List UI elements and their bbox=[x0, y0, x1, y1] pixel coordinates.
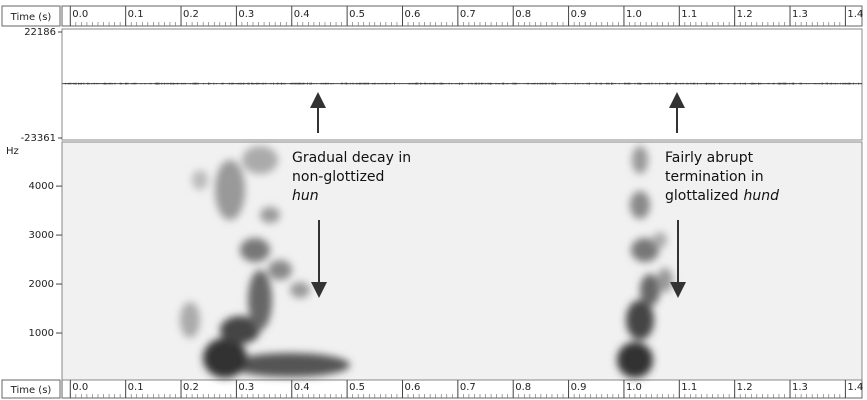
x-tick-label: 0.5 bbox=[349, 382, 365, 393]
spectral-energy bbox=[632, 146, 648, 174]
spectral-energy bbox=[268, 260, 292, 280]
x-tick-label: 0.6 bbox=[404, 382, 420, 393]
x-tick-label: 0.2 bbox=[183, 382, 199, 393]
x-tick-label: 1.3 bbox=[792, 382, 808, 393]
x-tick-label: 1.2 bbox=[737, 9, 753, 20]
spectral-energy bbox=[242, 146, 278, 174]
y-tick-label: 1000 bbox=[29, 328, 54, 339]
x-tick-label: 0.5 bbox=[349, 9, 365, 20]
annotation-line: termination in bbox=[665, 169, 764, 185]
x-tick-label: 0.3 bbox=[238, 9, 254, 20]
spectral-energy bbox=[260, 207, 280, 223]
x-tick-label: 1.2 bbox=[737, 382, 753, 393]
x-tick-label: 1.1 bbox=[681, 382, 697, 393]
spectral-energy bbox=[215, 160, 245, 220]
x-tick-label: 0.1 bbox=[128, 9, 144, 20]
x-tick-label: 0.0 bbox=[72, 9, 88, 20]
spectral-energy bbox=[180, 302, 200, 338]
top-ruler-label: Time (s) bbox=[10, 12, 52, 23]
spectrogram-image bbox=[180, 146, 673, 378]
y-tick-label: 2000 bbox=[29, 279, 54, 290]
spectral-energy bbox=[192, 170, 208, 190]
spectral-energy bbox=[631, 238, 659, 262]
x-tick-label: 0.7 bbox=[460, 9, 476, 20]
spectral-energy bbox=[630, 191, 650, 219]
annotation-emphasis: hun bbox=[292, 188, 319, 204]
waveform bbox=[62, 82, 862, 85]
y-tick-label: 4000 bbox=[29, 181, 54, 192]
spectral-energy bbox=[640, 274, 660, 306]
x-tick-label: 1.3 bbox=[792, 9, 808, 20]
annotation-emphasis: hund bbox=[744, 188, 780, 204]
ruler-label-box bbox=[1, 379, 61, 399]
x-tick-label: 0.3 bbox=[238, 382, 254, 393]
spectral-energy bbox=[290, 282, 310, 298]
x-tick-label: 0.8 bbox=[515, 382, 531, 393]
annotation-line: Fairly abrupt bbox=[665, 150, 754, 166]
x-tick-label: 0.7 bbox=[460, 382, 476, 393]
x-tick-label: 1.4 bbox=[847, 9, 863, 20]
x-tick-label: 0.4 bbox=[294, 9, 310, 20]
bottom-ruler-label: Time (s) bbox=[10, 385, 52, 396]
spectral-energy bbox=[230, 353, 350, 377]
spectral-energy bbox=[653, 232, 667, 248]
x-tick-label: 1.0 bbox=[626, 9, 642, 20]
x-tick-label: 0.9 bbox=[571, 382, 587, 393]
spectral-energy bbox=[240, 238, 270, 262]
top-ruler bbox=[61, 5, 863, 27]
spectral-energy bbox=[657, 268, 673, 292]
waveform-trace bbox=[63, 82, 862, 85]
x-tick-label: 1.0 bbox=[626, 382, 642, 393]
x-tick-label: 0.1 bbox=[128, 382, 144, 393]
spectral-energy bbox=[626, 300, 654, 340]
ruler-label-box bbox=[1, 5, 61, 27]
y-tick-label: 22186 bbox=[24, 27, 56, 38]
annotation-line: glottalized hund bbox=[665, 188, 779, 204]
x-tick-label: 0.4 bbox=[294, 382, 310, 393]
x-tick-label: 1.4 bbox=[847, 382, 863, 393]
annotation-line: non-glottized bbox=[292, 169, 384, 185]
spectral-energy bbox=[248, 270, 272, 330]
x-tick-label: 0.9 bbox=[571, 9, 587, 20]
spectral-energy bbox=[617, 342, 653, 378]
y-tick-label: 3000 bbox=[29, 230, 54, 241]
x-tick-label: 1.1 bbox=[681, 9, 697, 20]
x-tick-label: 0.8 bbox=[515, 9, 531, 20]
spectral-energy bbox=[203, 338, 247, 378]
spectral-energy bbox=[220, 316, 260, 344]
y-tick-label: -23361 bbox=[21, 133, 56, 144]
x-tick-label: 0.2 bbox=[183, 9, 199, 20]
x-tick-label: 0.0 bbox=[72, 382, 88, 393]
x-tick-label: 0.6 bbox=[404, 9, 420, 20]
annotation-line: Gradual decay in bbox=[292, 150, 411, 166]
spectrogram-y-label: Hz bbox=[6, 146, 19, 157]
